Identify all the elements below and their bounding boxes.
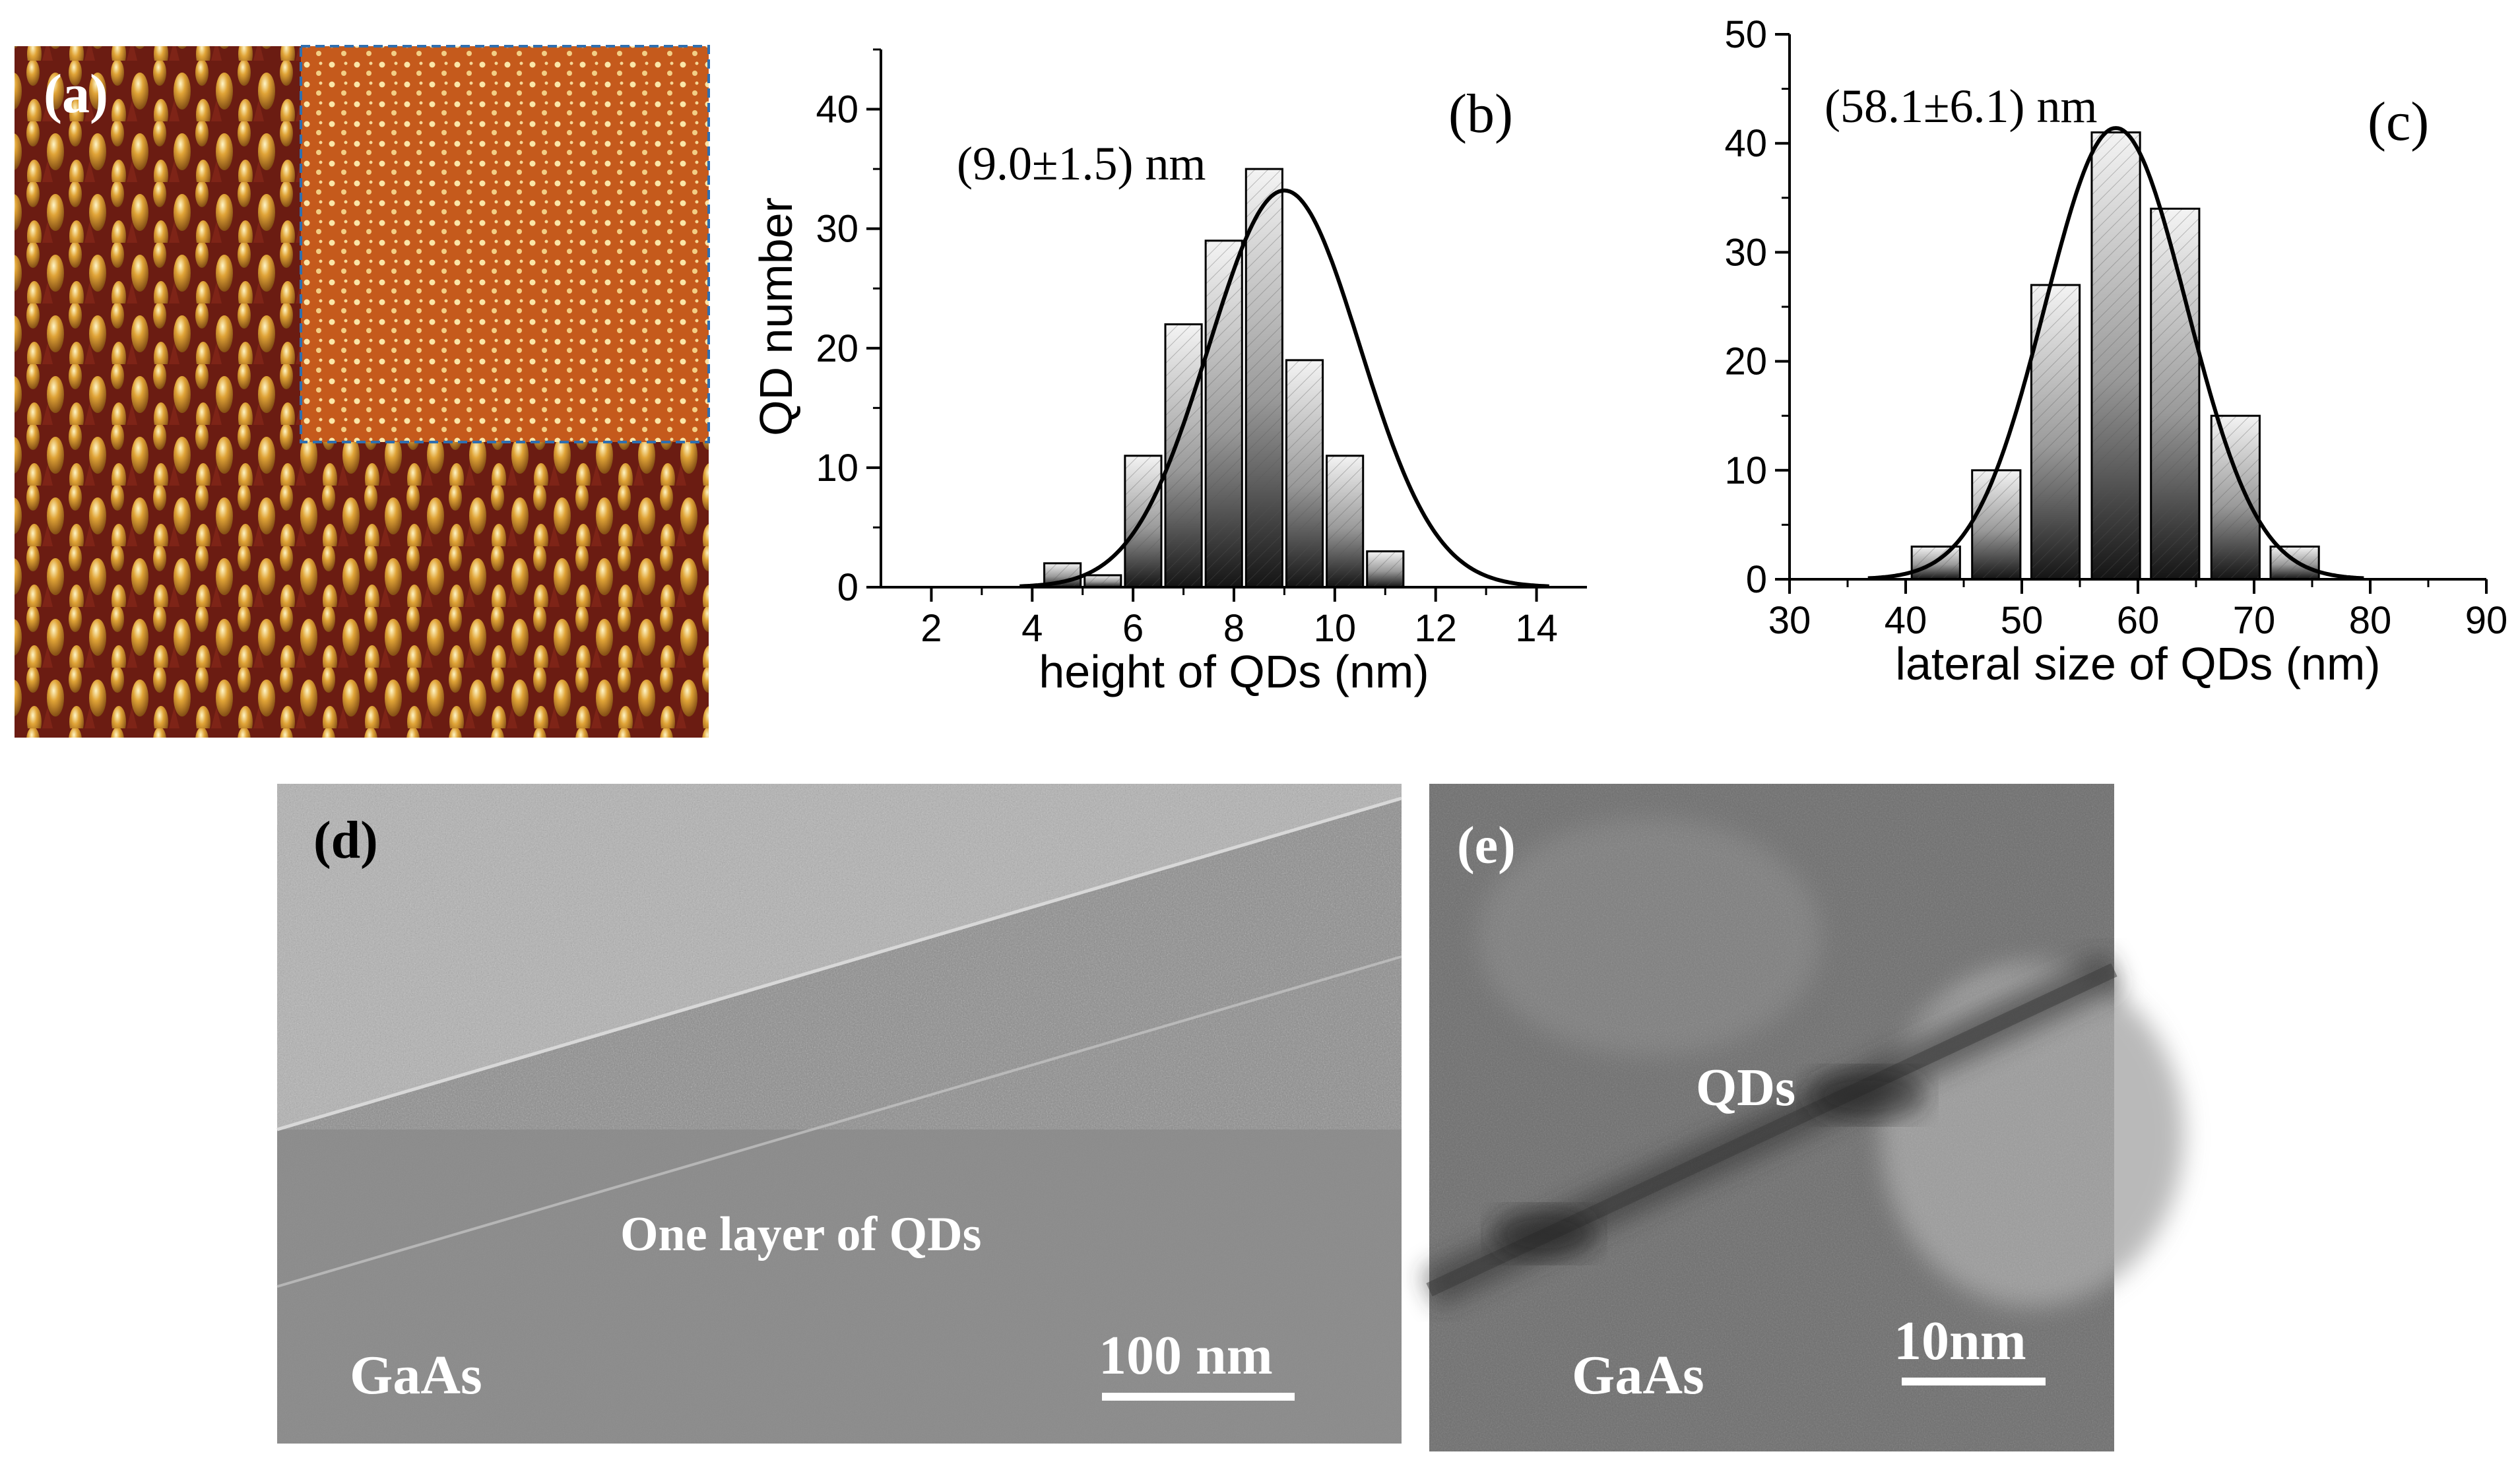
- histogram-bar: [2210, 414, 2261, 581]
- layer-label: One layer of QDs: [620, 1207, 981, 1261]
- x-tick-label: 8: [1223, 607, 1244, 650]
- x-tick-label: 10: [1314, 607, 1357, 650]
- panel-a-label: (a): [44, 63, 108, 125]
- x-tick-label: 70: [2233, 599, 2276, 642]
- x-tick-label: 30: [1768, 599, 1811, 642]
- x-tick-label: 6: [1122, 607, 1144, 650]
- scale-bar-d: [1102, 1393, 1295, 1401]
- fit-annotation: (9.0±1.5) nm: [957, 137, 1206, 190]
- tem-d-surface-line: [276, 796, 1402, 1131]
- y-tick-label: 0: [837, 566, 858, 609]
- histogram-bar: [1971, 469, 2022, 581]
- panel-d-label: (d): [313, 812, 378, 870]
- y-tick-label: 40: [816, 88, 858, 131]
- x-tick-label: 2: [921, 607, 942, 650]
- histogram-bar: [1204, 239, 1243, 589]
- tem-d-qd-layer: [276, 955, 1402, 1288]
- panel-label: (c): [2368, 91, 2429, 152]
- x-tick-label: 50: [2001, 599, 2044, 642]
- gaussian-fit-curve: [1867, 126, 2364, 581]
- substrate-label-d: GaAs: [350, 1345, 482, 1406]
- x-tick-label: 80: [2349, 599, 2392, 642]
- substrate-label-e: GaAs: [1572, 1345, 1704, 1406]
- scale-label-d: 100 nm: [1099, 1325, 1273, 1386]
- y-tick-label: 20: [816, 327, 858, 370]
- panel-a: (a): [15, 45, 710, 738]
- histogram-bar: [1366, 550, 1405, 589]
- histogram-bar: [1285, 359, 1324, 589]
- afm-2d-inset: [301, 46, 709, 442]
- fit-annotation: (58.1±6.1) nm: [1825, 80, 2097, 133]
- x-tick-label: 4: [1021, 607, 1043, 650]
- histogram-bar: [1083, 574, 1122, 589]
- y-tick-label: 10: [1724, 449, 1767, 492]
- histogram-bar: [2090, 131, 2141, 581]
- y-tick-label: 0: [1746, 558, 1767, 601]
- histogram-bar: [1244, 168, 1283, 589]
- x-axis-label: lateral size of QDs (nm): [1895, 638, 2380, 689]
- y-tick-label: 30: [816, 208, 858, 251]
- x-tick-label: 90: [2465, 599, 2508, 642]
- inset-border: [300, 45, 710, 443]
- x-tick-label: 12: [1414, 607, 1457, 650]
- y-tick-label: 50: [1724, 13, 1767, 56]
- gaussian-fit-curve: [1019, 188, 1549, 589]
- histogram-bar: [2150, 207, 2201, 581]
- panel-e-label: (e): [1457, 817, 1516, 875]
- scale-bar-e: [1902, 1378, 2046, 1385]
- scale-label-e: 10nm: [1894, 1310, 2026, 1372]
- panel-d: (d) One layer of QDs GaAs 100 nm: [276, 784, 1402, 1444]
- histogram-bar: [1326, 455, 1365, 589]
- height-histogram: 2 4 6 8 10 12 14 0 10 20 30 40 height of QDs (nm) QD …: [750, 48, 1587, 697]
- y-tick-label: 30: [1724, 231, 1767, 274]
- y-tick-label: 40: [1724, 122, 1767, 165]
- y-axis-label: QD number: [750, 197, 802, 436]
- y-tick-label: 20: [1724, 340, 1767, 383]
- panel-e: (e) QDs GaAs 10nm: [1421, 784, 2184, 1451]
- x-tick-label: 60: [2117, 599, 2160, 642]
- x-axis-label: height of QDs (nm): [1039, 646, 1429, 697]
- x-tick-label: 14: [1515, 607, 1558, 650]
- x-tick-label: 40: [1885, 599, 1927, 642]
- y-tick-label: 10: [816, 447, 858, 490]
- panel-label: (b): [1448, 83, 1513, 144]
- qd-label: QDs: [1696, 1059, 1795, 1117]
